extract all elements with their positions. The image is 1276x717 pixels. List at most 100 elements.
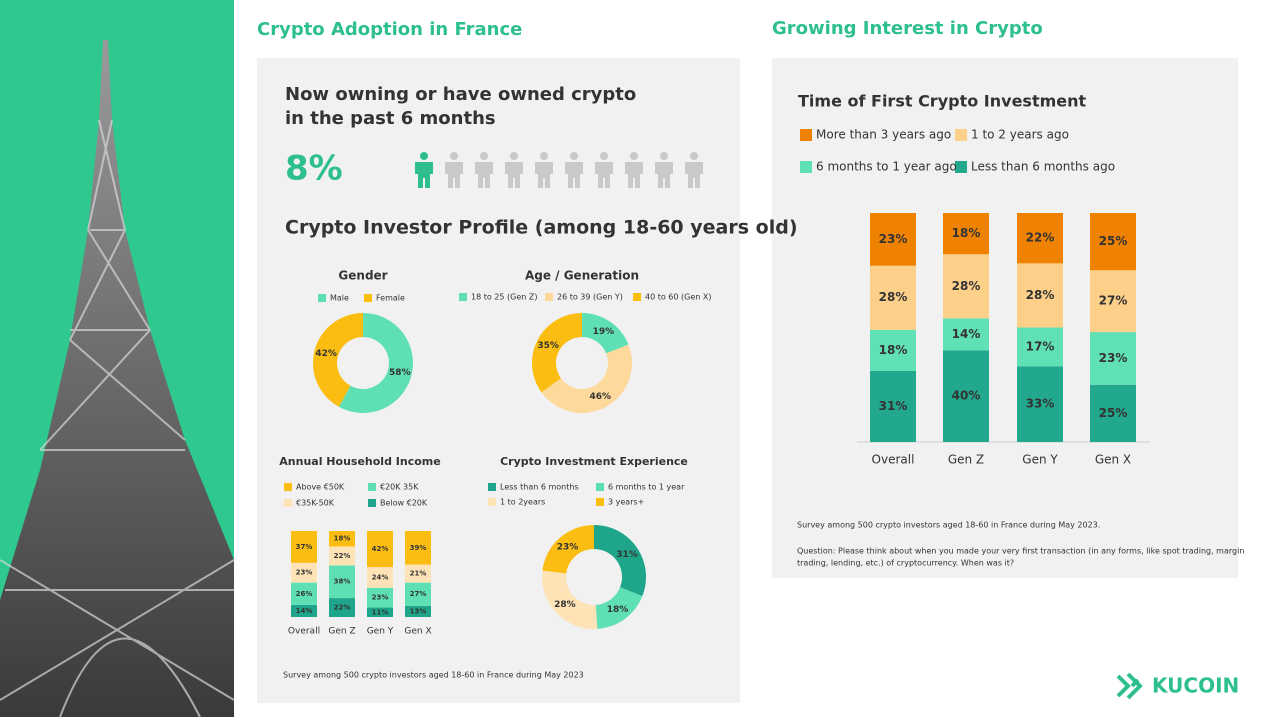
person-icon	[655, 152, 673, 188]
donut-slice	[582, 313, 629, 354]
bar-segment	[1090, 213, 1136, 271]
legend-swatch	[368, 483, 376, 491]
bar-segment	[943, 213, 989, 255]
x-tick-label: Overall	[288, 627, 320, 637]
bar-segment	[405, 605, 431, 617]
bar-segment	[367, 531, 393, 568]
legend-swatch	[633, 293, 641, 301]
data-label: 26%	[296, 590, 313, 598]
data-label: 28%	[952, 279, 981, 293]
bar-segment	[329, 546, 355, 566]
donut-slice	[542, 570, 598, 629]
profile-title: Crypto Investor Profile (among 18-60 yea…	[285, 217, 798, 239]
donut-slice	[532, 313, 582, 393]
legend-swatch	[318, 294, 326, 302]
donut-slice	[312, 313, 363, 407]
data-label: 13%	[410, 607, 427, 615]
chart-title: Annual Household Income	[279, 455, 440, 468]
bar-segment	[367, 587, 393, 608]
legend-swatch	[955, 161, 967, 173]
bar-segment	[405, 531, 431, 565]
legend-swatch	[364, 294, 372, 302]
legend-swatch	[800, 129, 812, 141]
legend-label: 1 to 2years	[500, 498, 545, 507]
chart-title: Gender	[338, 269, 387, 283]
section-title: Growing Interest in Crypto	[772, 18, 1043, 39]
bar-segment	[291, 531, 317, 563]
legend-label: More than 3 years ago	[816, 128, 951, 142]
x-tick-label: Gen X	[1095, 453, 1131, 467]
x-tick-label: Gen Y	[1022, 453, 1058, 467]
data-label: 23%	[557, 542, 579, 552]
headline: in the past 6 months	[285, 108, 496, 129]
data-label: 33%	[1026, 397, 1055, 411]
data-label: 37%	[296, 543, 313, 551]
person-icon	[685, 152, 703, 188]
person-icon	[445, 152, 463, 188]
x-tick-label: Gen Y	[367, 627, 394, 637]
stat-value: 8%	[285, 149, 343, 189]
data-label: 28%	[879, 290, 908, 304]
bar-segment	[1017, 327, 1063, 367]
data-label: 28%	[1026, 288, 1055, 302]
chart-title: Age / Generation	[525, 269, 639, 283]
legend-label: 26 to 39 (Gen Y)	[557, 293, 623, 302]
data-label: 27%	[410, 590, 427, 598]
person-icon	[475, 152, 493, 188]
data-label: 58%	[389, 368, 411, 378]
legend-label: Male	[330, 294, 349, 303]
data-label: 22%	[334, 552, 351, 560]
data-label: 23%	[1099, 351, 1128, 365]
legend-swatch	[955, 129, 967, 141]
data-label: 18%	[607, 605, 629, 615]
bar-segment	[291, 604, 317, 617]
legend-label: 1 to 2 years ago	[971, 128, 1069, 142]
data-label: 14%	[296, 607, 313, 615]
person-icon	[535, 152, 553, 188]
bar-segment	[1017, 213, 1063, 264]
bar-segment	[329, 598, 355, 617]
question: Question: Please think about when you ma…	[797, 547, 1244, 556]
bar-segment	[1017, 263, 1063, 328]
person-icon	[625, 152, 643, 188]
legend-swatch	[459, 293, 467, 301]
data-label: 28%	[554, 600, 576, 610]
data-label: 17%	[1026, 339, 1055, 353]
photo	[0, 0, 235, 717]
bar-segment	[1090, 270, 1136, 333]
legend-swatch	[596, 498, 604, 506]
bar-segment	[405, 564, 431, 583]
x-tick-label: Overall	[872, 453, 915, 467]
legend-label: Female	[376, 294, 405, 303]
data-label: 42%	[372, 545, 389, 553]
note: Survey among 500 crypto investors aged 1…	[283, 671, 584, 680]
data-label: 22%	[1026, 231, 1055, 245]
data-label: 11%	[372, 608, 389, 616]
x-tick-label: Gen Z	[948, 453, 984, 467]
right-panel	[772, 58, 1238, 578]
person-icon-highlighted	[415, 152, 433, 188]
legend-label: 6 months to 1 year ago	[816, 160, 957, 174]
bar-segment	[870, 265, 916, 330]
data-label: 27%	[1099, 294, 1128, 308]
question: trading, lending, etc.) of cryptocurrenc…	[797, 559, 1014, 568]
bar-segment	[1017, 366, 1063, 442]
bar-segment	[943, 254, 989, 319]
data-label: 31%	[616, 550, 638, 560]
bar-segment	[870, 371, 916, 442]
donut-slice	[542, 525, 594, 574]
bar-segment	[405, 582, 431, 606]
data-label: 38%	[334, 578, 351, 586]
legend-label: 40 to 60 (Gen X)	[645, 293, 711, 302]
legend-swatch	[284, 483, 292, 491]
legend-label: 18 to 25 (Gen Z)	[471, 293, 537, 302]
legend-swatch	[488, 483, 496, 491]
legend-label: 6 months to 1 year	[608, 483, 685, 492]
legend-swatch	[800, 161, 812, 173]
bar-segment	[943, 318, 989, 351]
data-label: 31%	[879, 399, 908, 413]
data-label: 22%	[334, 604, 351, 612]
legend-label: 3 years+	[608, 498, 644, 507]
bar-segment	[1090, 332, 1136, 385]
